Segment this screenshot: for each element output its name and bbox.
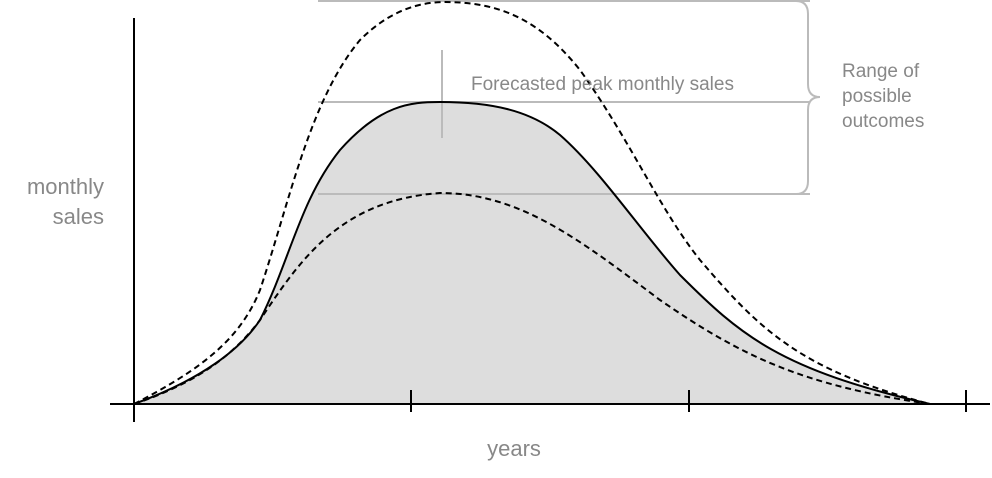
- range-lines: [318, 0, 810, 195]
- peak-annotation: Forecasted peak monthly sales: [471, 74, 734, 95]
- range-annotation: Range of: [842, 61, 920, 82]
- y-axis-label: monthly: [27, 174, 104, 199]
- range-annotation: possible: [842, 86, 912, 107]
- x-axis-label: years: [487, 436, 541, 461]
- upper-curve: [133, 0, 931, 405]
- axes: [110, 18, 990, 422]
- range-annotation: outcomes: [842, 111, 924, 132]
- y-axis-label: sales: [53, 204, 104, 229]
- forecast-area: [134, 102, 930, 404]
- lower-curve: [133, 191, 931, 405]
- brace: [795, 0, 821, 195]
